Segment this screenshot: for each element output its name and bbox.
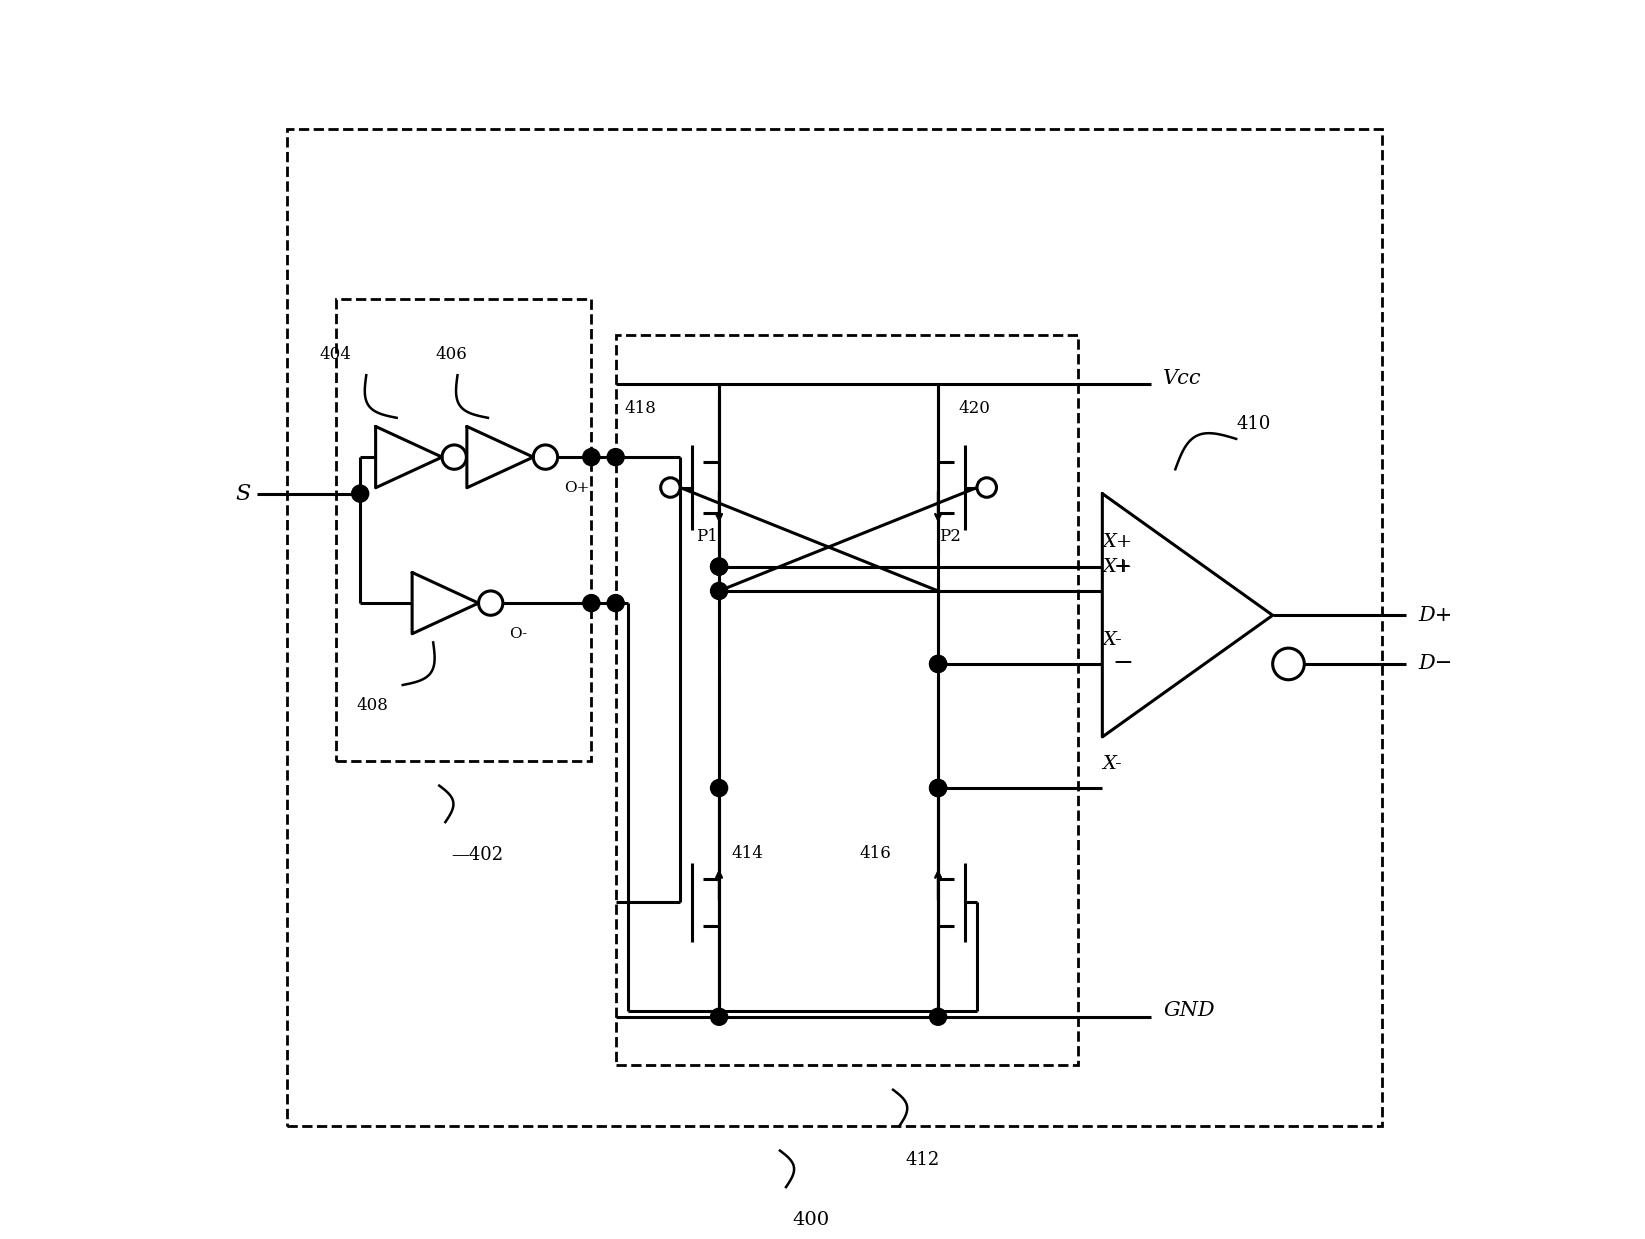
Text: P1: P1 [696,528,717,545]
Text: O-: O- [508,627,526,642]
Circle shape [929,655,946,673]
Text: Vcc: Vcc [1163,368,1202,388]
Circle shape [711,779,727,797]
Text: GND: GND [1163,1001,1214,1020]
Text: 416: 416 [859,845,890,862]
Circle shape [711,582,727,600]
Circle shape [711,558,727,575]
Circle shape [711,558,727,575]
Text: D+: D+ [1418,606,1453,624]
Circle shape [582,595,600,612]
Text: 400: 400 [793,1212,829,1229]
Circle shape [711,1009,727,1026]
Bar [615,336,1077,1066]
Text: X+: X+ [1102,558,1132,576]
Text: O+: O+ [564,482,589,496]
Text: X-: X- [1102,631,1122,648]
Text: 406: 406 [436,346,467,363]
Text: —402: —402 [451,846,503,865]
Text: D−: D− [1418,654,1453,674]
Text: +: + [1114,558,1132,576]
Text: 418: 418 [623,400,656,418]
Circle shape [607,595,623,612]
Text: P2: P2 [939,528,961,545]
Circle shape [352,486,368,502]
Text: 410: 410 [1235,415,1270,432]
Text: X-: X- [1102,755,1122,773]
Circle shape [582,449,600,466]
Circle shape [929,779,946,797]
Text: S: S [235,483,250,504]
Bar [288,129,1382,1126]
Circle shape [607,449,623,466]
Circle shape [929,1009,946,1026]
Bar [336,299,591,761]
Text: −: − [1112,653,1133,675]
Circle shape [929,655,946,673]
Text: 420: 420 [959,400,990,418]
Text: 414: 414 [732,845,763,862]
Circle shape [929,779,946,797]
Text: 408: 408 [357,698,388,714]
Text: 404: 404 [319,346,352,363]
Text: 412: 412 [905,1151,939,1168]
Text: X+: X+ [1102,533,1132,551]
